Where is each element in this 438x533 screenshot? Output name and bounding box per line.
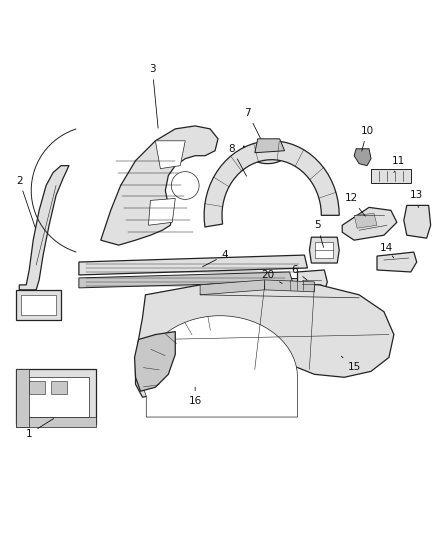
- Text: 12: 12: [345, 193, 365, 216]
- Text: 3: 3: [149, 64, 158, 128]
- Polygon shape: [135, 282, 394, 397]
- Bar: [283, 278, 311, 292]
- Polygon shape: [23, 377, 89, 417]
- Polygon shape: [297, 270, 327, 292]
- Polygon shape: [79, 255, 307, 275]
- Polygon shape: [101, 126, 218, 245]
- Polygon shape: [16, 417, 96, 427]
- Text: 16: 16: [188, 387, 202, 406]
- Text: 7: 7: [244, 108, 261, 139]
- Polygon shape: [204, 141, 339, 227]
- Text: 13: 13: [410, 190, 424, 207]
- Text: 8: 8: [229, 144, 247, 176]
- Polygon shape: [16, 369, 29, 427]
- Bar: [371, 168, 411, 182]
- Polygon shape: [19, 166, 69, 290]
- Text: 11: 11: [392, 156, 406, 173]
- Polygon shape: [377, 252, 417, 272]
- Text: 2: 2: [16, 175, 35, 228]
- Circle shape: [171, 172, 199, 199]
- Polygon shape: [404, 205, 431, 238]
- Polygon shape: [244, 146, 292, 164]
- Text: 5: 5: [314, 220, 324, 247]
- Polygon shape: [265, 280, 314, 292]
- Polygon shape: [255, 139, 285, 153]
- Text: 10: 10: [360, 126, 374, 151]
- Text: 20: 20: [261, 270, 282, 284]
- Circle shape: [334, 317, 360, 343]
- Polygon shape: [309, 237, 339, 263]
- Polygon shape: [354, 149, 371, 166]
- Polygon shape: [200, 280, 265, 295]
- Polygon shape: [315, 242, 333, 258]
- Polygon shape: [134, 332, 175, 391]
- Text: 15: 15: [341, 356, 361, 373]
- Polygon shape: [21, 295, 56, 314]
- Polygon shape: [16, 290, 61, 320]
- Polygon shape: [354, 213, 377, 228]
- Polygon shape: [148, 198, 175, 225]
- Polygon shape: [142, 316, 297, 417]
- Text: 6: 6: [291, 265, 307, 280]
- Polygon shape: [252, 144, 283, 156]
- Polygon shape: [79, 272, 293, 288]
- Text: 4: 4: [203, 250, 228, 266]
- Polygon shape: [16, 369, 96, 424]
- Polygon shape: [51, 381, 67, 394]
- Text: 1: 1: [26, 418, 54, 439]
- Circle shape: [409, 212, 429, 232]
- Text: 14: 14: [380, 243, 394, 258]
- Polygon shape: [29, 381, 45, 394]
- Polygon shape: [155, 141, 185, 168]
- Polygon shape: [342, 207, 397, 240]
